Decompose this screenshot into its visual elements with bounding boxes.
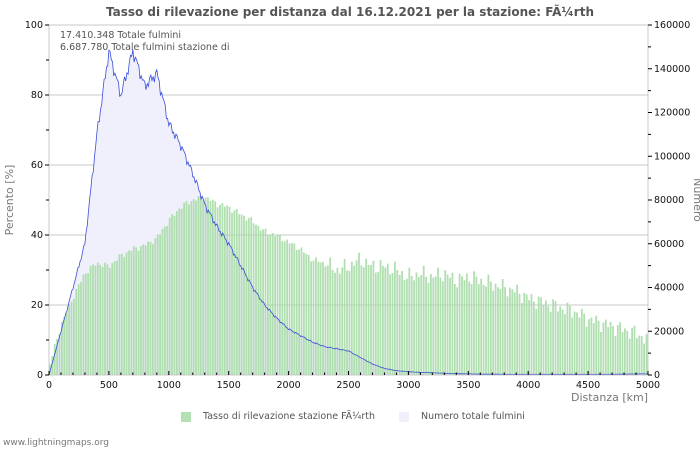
numero-line-series [48,49,648,376]
svg-text:0: 0 [37,370,43,381]
axes: 0204060801000200004000060000800001000001… [25,20,690,391]
svg-text:60000: 60000 [654,239,684,250]
legend-item-numero: Numero totale fulmini [399,411,525,422]
svg-text:120000: 120000 [654,108,690,119]
svg-text:4000: 4000 [516,380,540,391]
svg-text:160000: 160000 [654,20,690,31]
info-total-strikes: 17.410.348 Totale fulmini [60,30,181,41]
svg-text:0: 0 [46,380,52,391]
y-axis-left-title: Percento [%] [3,165,16,236]
svg-text:2500: 2500 [336,380,360,391]
svg-text:100: 100 [25,20,43,31]
svg-text:80000: 80000 [654,195,684,206]
svg-text:3500: 3500 [456,380,480,391]
svg-text:4500: 4500 [576,380,600,391]
svg-text:500: 500 [100,380,118,391]
x-axis-title: Distanza [km] [571,391,648,404]
legend-label: Numero totale fulmini [421,411,525,422]
svg-text:140000: 140000 [654,64,690,75]
svg-text:80: 80 [31,90,43,101]
site-credit: www.lightningmaps.org [3,438,109,448]
svg-text:1500: 1500 [217,380,241,391]
tasso-bar-series [49,195,648,375]
legend-item-tasso: Tasso di rilevazione stazione FÃ¼rth [181,411,375,422]
svg-text:40: 40 [31,230,43,241]
legend-swatch-green [181,411,191,422]
legend-swatch-lavender [399,411,410,422]
svg-text:3000: 3000 [396,380,420,391]
svg-text:40000: 40000 [654,283,684,294]
y-axis-right-title: Numero [691,178,700,222]
info-station-strikes: 6.687.780 Totale fulmini stazione di [60,42,230,53]
svg-text:1000: 1000 [157,380,181,391]
svg-text:5000: 5000 [636,380,660,391]
chart-title: Tasso di rilevazione per distanza dal 16… [105,5,595,19]
svg-text:2000: 2000 [277,380,301,391]
svg-text:0: 0 [654,370,660,381]
svg-text:20000: 20000 [654,326,684,337]
legend: Tasso di rilevazione stazione FÃ¼rth Num… [181,411,549,422]
legend-label: Tasso di rilevazione stazione FÃ¼rth [203,411,376,422]
svg-text:100000: 100000 [654,151,690,162]
svg-text:60: 60 [31,160,43,171]
svg-text:20: 20 [31,300,43,311]
